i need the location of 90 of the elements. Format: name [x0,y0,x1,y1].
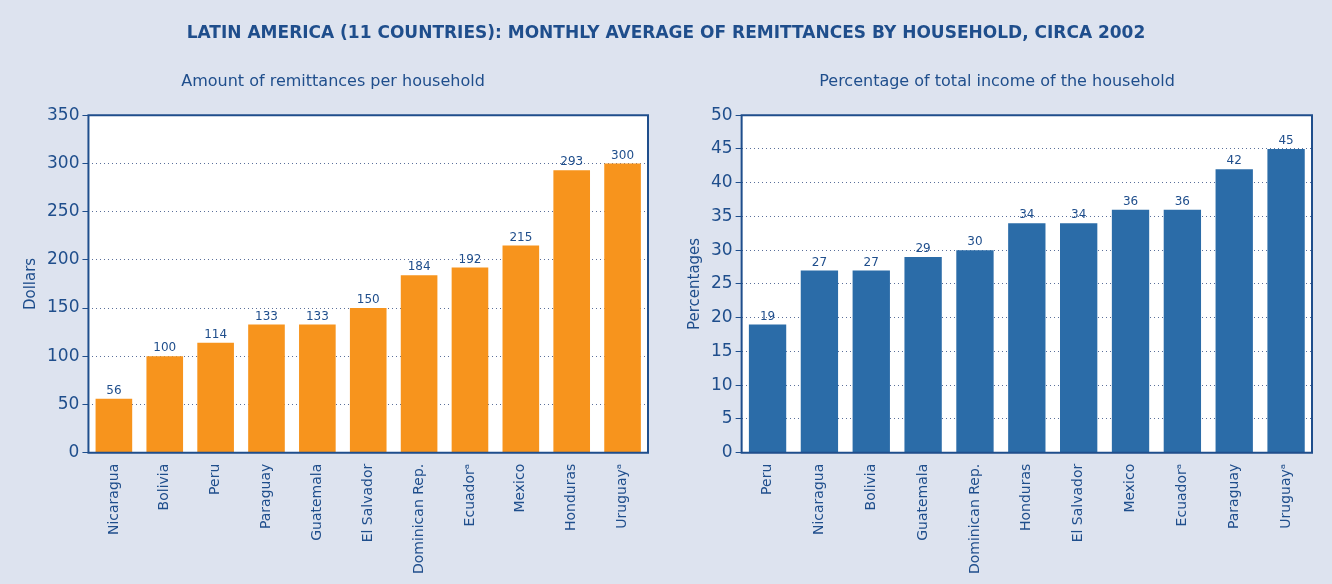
x-tick-label: Mexico [511,463,528,513]
data-label: 34 [1071,207,1087,222]
y-tick-label: 35 [710,204,733,225]
data-label: 133 [305,308,329,323]
bar [904,256,942,453]
x-tick-label: Ecuadorᵃ [460,463,477,527]
y-tick-label: 40 [710,171,733,192]
x-tick-label: Guatemala [308,463,324,541]
data-label: 36 [1122,193,1139,208]
bar [800,270,839,453]
y-tick-label: 10 [710,373,733,394]
bar [956,250,994,453]
x-tick-label: Dominican Rep. [409,463,426,575]
data-label: 293 [560,154,584,169]
y-tick-label: 250 [46,200,80,221]
x-tick-label: Honduras [562,463,579,532]
y-tick-label: 25 [710,272,733,293]
bar [1060,223,1098,453]
bar [604,163,641,453]
bar [349,308,387,453]
x-tick-label: Peru [206,463,223,495]
y-tick-label: 15 [710,339,733,360]
y-tick-label: 50 [57,392,80,413]
y-tick-label: 0 [721,441,733,462]
x-tick-label: El Salvador [358,463,375,543]
data-label: 27 [863,254,879,269]
y-tick-label: 150 [46,296,80,317]
x-tick-label: Uruguayᵃ [613,463,630,529]
bar [400,275,438,453]
data-label: 30 [967,234,983,249]
x-tick-label: Mexico [1121,463,1138,513]
y-axis-title: Percentages [684,237,703,331]
bar [1111,209,1150,453]
data-label: 45 [1278,133,1294,148]
x-tick-label: Honduras [1017,463,1034,532]
x-tick-label: Nicaragua [104,463,121,536]
bar [146,356,184,453]
bar [1008,223,1046,453]
x-tick-label: Guatemala [913,463,930,541]
data-label: 29 [915,241,931,256]
y-tick-label: 200 [46,248,80,269]
bar [451,267,489,453]
data-label: 19 [759,308,776,323]
x-tick-label: Ecuadorᵃ [1173,463,1190,527]
data-label: 27 [811,254,828,269]
y-tick-label: 20 [710,306,733,327]
data-label: 42 [1226,153,1242,168]
data-label: 133 [255,308,278,323]
data-label: 192 [458,251,482,266]
bar [1163,209,1202,453]
chart-subtitle: Percentage of total income of the household [819,70,1175,90]
data-label: 114 [204,326,228,341]
data-label: 300 [611,147,635,162]
y-tick-label: 350 [46,103,80,124]
y-tick-label: 45 [710,137,733,158]
data-label: 100 [153,340,177,355]
bar [95,398,133,453]
bar [852,270,890,453]
bar [502,245,540,453]
data-label: 36 [1174,193,1191,208]
x-tick-label: Paraguay [257,463,274,530]
x-tick-label: Nicaragua [810,463,827,536]
x-tick-label: El Salvador [1069,463,1086,543]
bar [1267,148,1305,453]
x-tick-label: Bolivia [861,463,878,511]
y-tick-label: 5 [721,407,733,428]
data-label: 184 [407,259,431,274]
data-label: 215 [509,229,533,244]
y-tick-label: 300 [46,151,80,172]
x-tick-label: Dominican Rep. [965,463,982,575]
data-label: 34 [1019,207,1035,222]
bar [197,342,234,453]
bar [748,324,787,453]
y-tick-label: 50 [710,103,733,124]
data-label: 56 [106,382,122,397]
y-tick-label: 30 [710,238,733,259]
bar [553,170,591,453]
bar [1215,169,1253,453]
chart-title: LATIN AMERICA (11 COUNTRIES): MONTHLY AVERAGE OF REMITTANCES BY HOUSEHOLD, CIRCA 2002 [185,22,1147,42]
x-tick-label: Paraguay [1224,463,1241,530]
x-tick-label: Peru [758,463,775,495]
y-tick-label: 100 [46,344,80,365]
x-tick-label: Bolivia [155,463,172,511]
chart-subtitle: Amount of remittances per household [181,70,485,90]
bar [248,324,285,453]
y-axis-title: Dollars [20,257,39,311]
bar [299,324,336,453]
data-label: 150 [356,292,380,307]
x-tick-label: Uruguayᵃ [1276,463,1293,529]
y-tick-label: 0 [68,441,80,462]
